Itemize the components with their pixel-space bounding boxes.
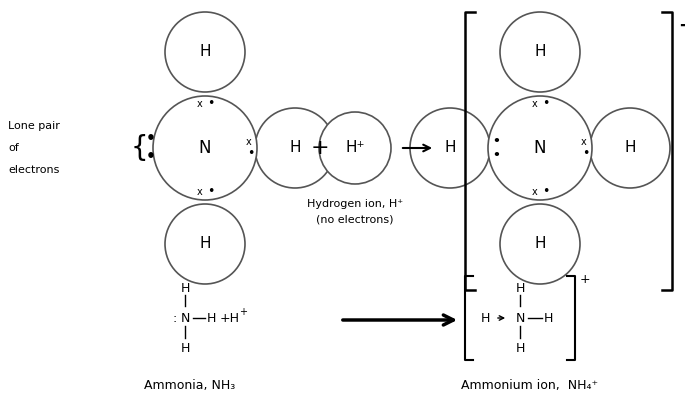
Circle shape	[500, 12, 580, 92]
Text: H: H	[206, 312, 216, 324]
Text: H: H	[180, 281, 190, 295]
Circle shape	[255, 108, 335, 188]
Text: H: H	[289, 140, 301, 156]
Text: H: H	[543, 312, 553, 324]
Text: (no electrons): (no electrons)	[316, 214, 394, 224]
Text: {: {	[130, 134, 148, 162]
Circle shape	[590, 108, 670, 188]
Text: x: x	[197, 187, 203, 197]
Text: H: H	[534, 45, 546, 59]
Text: N: N	[515, 312, 525, 324]
Text: +: +	[311, 138, 329, 158]
Text: x: x	[532, 187, 538, 197]
Circle shape	[165, 204, 245, 284]
Text: x: x	[246, 137, 252, 147]
Text: x: x	[581, 137, 587, 147]
Text: •: •	[543, 98, 549, 111]
Circle shape	[500, 204, 580, 284]
Text: H: H	[199, 45, 211, 59]
Text: •: •	[146, 150, 156, 164]
Text: of: of	[8, 143, 18, 153]
Text: H: H	[180, 341, 190, 355]
Text: •: •	[208, 185, 214, 199]
Text: Ammonia, NH₃: Ammonia, NH₃	[145, 378, 236, 392]
Text: Ammonium ion,  NH₄⁺: Ammonium ion, NH₄⁺	[462, 378, 599, 392]
Text: N: N	[180, 312, 190, 324]
Text: H: H	[199, 236, 211, 252]
Text: +: +	[678, 17, 685, 35]
Circle shape	[153, 96, 257, 200]
Text: x: x	[532, 99, 538, 109]
Text: •: •	[543, 185, 549, 199]
Text: H: H	[480, 312, 490, 324]
Text: H: H	[445, 140, 456, 156]
Text: •: •	[492, 135, 500, 148]
Circle shape	[319, 112, 391, 184]
Text: :: :	[173, 312, 177, 324]
Circle shape	[488, 96, 592, 200]
Text: •: •	[208, 98, 214, 111]
Text: +H: +H	[220, 312, 240, 324]
Text: electrons: electrons	[8, 165, 60, 175]
Text: H: H	[515, 341, 525, 355]
Text: H: H	[534, 236, 546, 252]
Text: +: +	[239, 307, 247, 317]
Text: Hydrogen ion, H⁺: Hydrogen ion, H⁺	[307, 199, 403, 209]
Text: H: H	[515, 281, 525, 295]
Text: •: •	[582, 148, 590, 160]
Text: N: N	[534, 139, 546, 157]
Text: H: H	[624, 140, 636, 156]
Text: +: +	[580, 273, 590, 286]
Text: •: •	[146, 131, 156, 146]
Text: x: x	[197, 99, 203, 109]
Text: •: •	[247, 148, 255, 160]
Text: N: N	[199, 139, 211, 157]
Circle shape	[410, 108, 490, 188]
Circle shape	[165, 12, 245, 92]
Text: •: •	[492, 148, 500, 162]
Text: Lone pair: Lone pair	[8, 121, 60, 131]
Text: H⁺: H⁺	[345, 140, 364, 156]
